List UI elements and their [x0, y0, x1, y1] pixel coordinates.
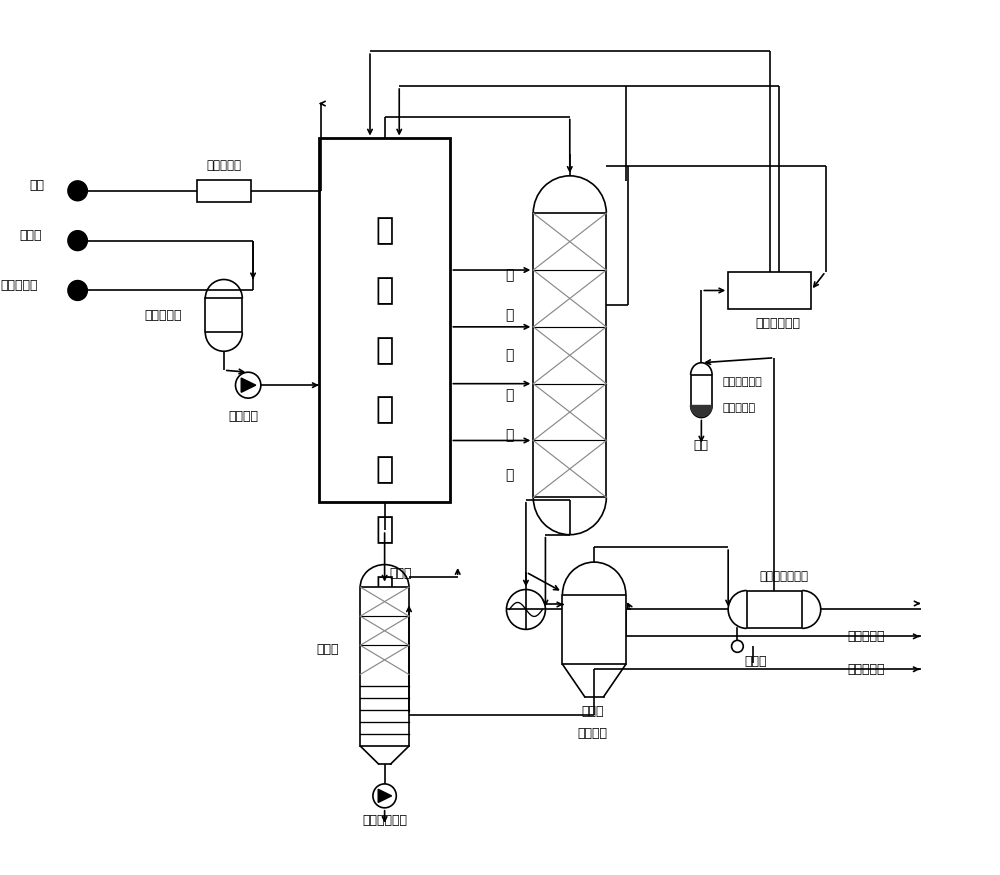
- Circle shape: [68, 181, 87, 200]
- Bar: [197, 180, 251, 202]
- Text: 不凝气: 不凝气: [389, 566, 412, 579]
- Text: 浮: 浮: [375, 276, 394, 305]
- Text: 新氢: 新氢: [29, 179, 44, 192]
- Text: 单: 单: [375, 515, 394, 544]
- Bar: [319, 138, 450, 502]
- Text: 原料混合罐: 原料混合罐: [145, 309, 182, 322]
- Text: 固定床冷高分器: 固定床冷高分器: [760, 570, 809, 583]
- Bar: [747, 591, 802, 628]
- Polygon shape: [378, 789, 392, 802]
- Text: 酸性水: 酸性水: [744, 655, 767, 668]
- Text: 应: 应: [505, 428, 514, 442]
- Text: 热高分器: 热高分器: [577, 726, 607, 739]
- Text: 反: 反: [375, 396, 394, 424]
- Text: 循环氢压缩机: 循环氢压缩机: [723, 377, 763, 387]
- Text: 原料油泵: 原料油泵: [228, 410, 258, 424]
- Bar: [691, 374, 712, 405]
- Text: 循环氢压缩机: 循环氢压缩机: [755, 318, 800, 331]
- Polygon shape: [241, 378, 256, 392]
- Text: 应: 应: [375, 455, 394, 485]
- Text: 新氢压缩机: 新氢压缩机: [206, 159, 241, 172]
- Text: 渣油去界区外: 渣油去界区外: [362, 814, 407, 827]
- Text: 器: 器: [505, 468, 514, 482]
- Text: 反: 反: [505, 388, 514, 402]
- Text: 元: 元: [375, 575, 394, 604]
- Text: 原料油进料: 原料油进料: [0, 279, 38, 292]
- Text: 床: 床: [375, 336, 394, 365]
- Circle shape: [68, 231, 87, 250]
- Circle shape: [68, 281, 87, 300]
- Text: 凝液: 凝液: [694, 439, 709, 452]
- Bar: [533, 214, 606, 497]
- Text: 入口分液罐: 入口分液罐: [723, 403, 756, 413]
- Text: 添加剂: 添加剂: [20, 229, 42, 242]
- Text: 去分离部分: 去分离部分: [848, 662, 885, 676]
- Text: 去分离部分: 去分离部分: [848, 630, 885, 643]
- Text: 床: 床: [505, 348, 514, 362]
- Bar: [205, 298, 242, 332]
- Text: 固定床: 固定床: [581, 704, 603, 717]
- Text: 固: 固: [505, 269, 514, 283]
- Bar: [562, 594, 626, 664]
- Bar: [360, 587, 409, 746]
- Text: 减压塔: 减压塔: [317, 643, 339, 656]
- Text: 悬: 悬: [375, 216, 394, 245]
- Bar: [728, 271, 811, 310]
- Wedge shape: [691, 405, 712, 416]
- Text: 定: 定: [505, 308, 514, 322]
